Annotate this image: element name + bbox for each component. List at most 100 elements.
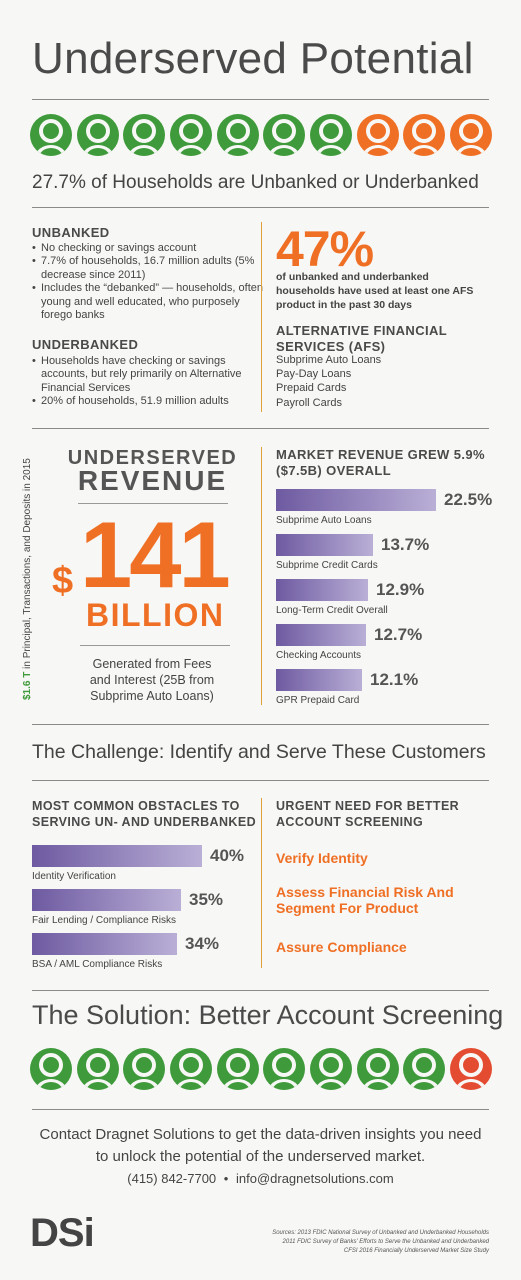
phone-number[interactable]: (415) 842-7700 [127,1171,217,1186]
person-icon [263,1048,306,1090]
source-line: Sources: 2013 FDIC National Survey of Un… [272,1230,489,1236]
revenue-amount: 141 [80,502,231,607]
divider [32,207,489,208]
stat-47-value: 47% [276,221,374,277]
people-icon-row-bottom [30,1048,492,1090]
divider [32,1109,489,1110]
divider [78,503,228,504]
person-icon [449,114,492,156]
bar [276,669,362,691]
divider [32,990,489,991]
bar-category-label: BSA / AML Compliance Risks [32,959,163,970]
divider [32,780,489,781]
email-link[interactable]: info@dragnetsolutions.com [235,1171,394,1186]
column-divider [261,222,262,412]
column-divider [261,447,262,705]
underbanked-bullets: Households have checking or savings acco… [32,355,264,409]
people-icon-row-top [30,114,492,156]
person-icon [356,1048,399,1090]
bar-category-label: Identity Verification [32,871,116,882]
revenue-title-line2: REVENUE [77,465,228,496]
side-text-rest: in Principal, Transactions, and Deposits… [22,458,33,672]
column-divider [261,798,262,968]
separator: • [223,1171,229,1186]
bar-category-label: Fair Lending / Compliance Risks [32,915,176,926]
page-title: Underserved Potential [32,34,474,83]
bar [276,489,436,511]
urgent-item-verify: Verify Identity [276,850,368,866]
divider [32,724,489,725]
person-icon [216,114,259,156]
bar-category-label: Checking Accounts [276,650,362,661]
dsi-logo: DSi [30,1211,95,1255]
bar [276,579,368,601]
person-icon [123,1048,166,1090]
bar-value-label: 12.1% [370,670,419,689]
bar-value-label: 35% [189,890,224,909]
person-icon [356,114,399,156]
market-growth-heading: MARKET REVENUE GREW 5.9% ($7.5B) OVERALL [276,447,485,478]
list-item: No checking or savings account [32,242,264,256]
list-item: Households have checking or savings acco… [32,355,264,395]
bar-category-label: Subprime Credit Cards [276,560,378,571]
bar-category-label: Subprime Auto Loans [276,515,372,526]
revenue-unit: BILLION [86,597,225,633]
revenue-side-text: $1.6 T in Principal, Transactions, and D… [22,430,36,700]
list-item: Payroll Cards [276,396,343,409]
bar-value-label: 34% [185,934,220,953]
list-item: Prepaid Cards [276,382,347,395]
bar [32,933,177,955]
person-icon [169,1048,212,1090]
bar-category-label: Long-Term Credit Overall [276,605,388,616]
source-line: 2011 FDIC Survey of Banks' Efforts to Se… [282,1239,489,1245]
bar-value-label: 13.7% [381,535,430,554]
bar [32,845,202,867]
list-item: Subprime Auto Loans [276,354,382,366]
divider [80,645,230,646]
person-icon [76,1048,119,1090]
afs-heading: ALTERNATIVE FINANCIAL SERVICES (AFS) [276,323,447,354]
unbanked-heading: UNBANKED [32,225,110,240]
revenue-caption: Generated from Fees and Interest (25B fr… [89,657,215,703]
afs-list: Subprime Auto Loans Pay-Day Loans Prepai… [276,353,381,410]
person-icon [123,114,166,156]
person-icon [403,114,446,156]
list-item: Includes the “debanked” — households, of… [32,282,264,322]
challenge-title: The Challenge: Identify and Serve These … [32,741,486,763]
person-icon [263,114,306,156]
person-icon [216,1048,259,1090]
contact-text: Contact Dragnet Solutions to get the dat… [39,1126,482,1165]
bar [32,889,181,911]
person-icon [76,114,119,156]
urgent-item-assess: Assess Financial Risk And Segment For Pr… [276,884,454,916]
revenue-title-line1: UNDERSERVED [67,447,238,469]
bar [276,534,373,556]
contact-line: (415) 842-7700 • info@dragnetsolutions.c… [32,1171,489,1186]
list-item: 7.7% of households, 16.7 million adults … [32,255,264,282]
households-headline: 27.7% of Households are Unbanked or Unde… [32,172,479,193]
bar-value-label: 12.7% [374,625,423,644]
source-line: CFSI 2016 Financially Underserved Market… [343,1248,489,1254]
stat-47-text: of unbanked and underbanked households h… [276,271,474,311]
bar-value-label: 40% [210,846,245,865]
market-growth-chart: 22.5% Subprime Auto Loans 13.7% Subprime Cr… [276,489,501,709]
bar-value-label: 22.5% [444,490,493,509]
bar-category-label: GPR Prepaid Card [276,695,360,706]
divider [32,428,489,429]
unbanked-bullets: No checking or savings account 7.7% of h… [32,242,264,322]
person-icon [449,1048,492,1090]
bar [276,624,366,646]
obstacles-chart: 40% Identity Verification 35% Fair Lending … [32,845,257,975]
person-icon [30,1048,72,1090]
bar-value-label: 12.9% [376,580,425,599]
divider [32,99,489,100]
person-icon [309,114,352,156]
person-icon [309,1048,352,1090]
person-icon [403,1048,446,1090]
list-item: 20% of households, 51.9 million adults [32,395,264,409]
obstacles-heading: MOST COMMON OBSTACLES TO SERVING UN- AND… [32,799,257,829]
list-item: Pay-Day Loans [276,368,352,381]
urgent-heading: URGENT NEED FOR BETTER ACCOUNT SCREENING [276,799,460,829]
person-icon [30,114,72,156]
solution-title: The Solution: Better Account Screening [32,1000,504,1030]
